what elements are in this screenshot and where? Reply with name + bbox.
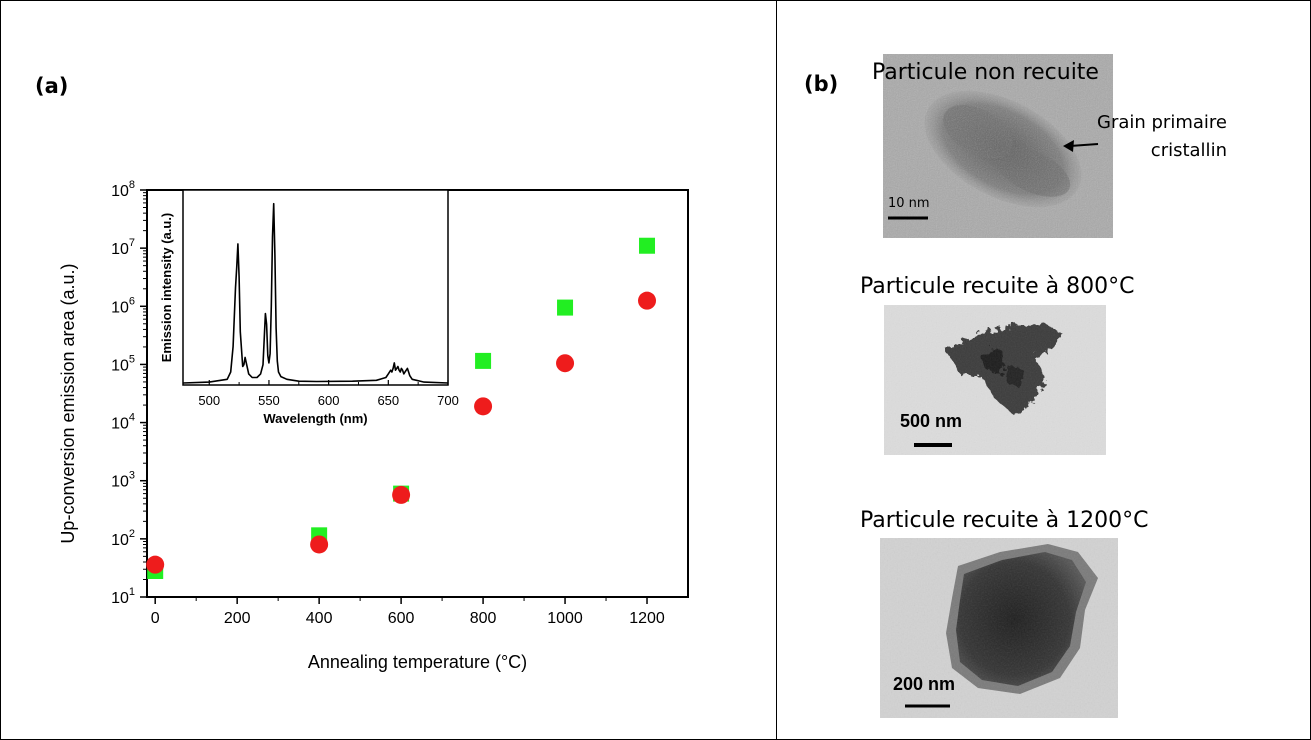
data-point-circle — [474, 397, 493, 416]
inset-x-axis-label: Wavelength (nm) — [263, 411, 367, 426]
scale-label-1: 10 nm — [888, 196, 930, 211]
inset-x-tick-label: 650 — [377, 393, 399, 408]
data-point-circle — [146, 555, 165, 574]
tem-image-800 — [884, 305, 1106, 455]
tem-image-1200-picture — [880, 538, 1118, 718]
data-point-circle — [638, 291, 657, 310]
inset-x-tick-label: 700 — [437, 393, 459, 408]
x-tick-label: 800 — [470, 610, 497, 627]
inset-y-axis-label: Emission intensity (a.u.) — [159, 213, 174, 363]
caption-unannealed: Particule non recuite — [872, 60, 1099, 85]
data-point-circle — [556, 354, 575, 373]
tem-image-1200 — [880, 538, 1118, 718]
caption-1200: Particule recuite à 1200°C — [860, 508, 1149, 533]
x-tick-label: 1200 — [629, 610, 665, 627]
y-tick-label: 107 — [111, 237, 135, 258]
grain-annotation: Grain primaire cristallin — [1097, 112, 1227, 161]
inset-frame — [182, 189, 449, 386]
y-tick-label: 108 — [111, 179, 135, 200]
y-tick-label: 104 — [111, 412, 135, 433]
tem-image-800-picture — [884, 305, 1106, 455]
data-point-circle — [392, 485, 411, 504]
y-axis-label: Up-conversion emission area (a.u.) — [58, 263, 78, 543]
x-tick-label: 0 — [151, 610, 160, 627]
data-point-circle — [310, 535, 329, 554]
x-axis-label: Annealing temperature (°C) — [308, 652, 527, 672]
panel-a-label: (a) — [35, 74, 69, 98]
scale-label-2: 500 nm — [900, 411, 963, 431]
scatter-chart: 0 200 400 600 800 1000 1200 101 102 103 104 105 106 1… — [58, 179, 689, 672]
inset-x-tick-label: 600 — [318, 393, 340, 408]
panel-divider — [776, 0, 777, 740]
inset-x-tick-label: 500 — [198, 393, 220, 408]
y-tick-label: 106 — [111, 295, 135, 316]
x-tick-label: 600 — [388, 610, 415, 627]
caption-800: Particule recuite à 800°C — [860, 274, 1135, 299]
inset-x-tick-label: 550 — [258, 393, 280, 408]
y-tick-label: 105 — [111, 353, 135, 374]
panel-b-label: (b) — [804, 72, 839, 96]
scale-label-3: 200 nm — [893, 674, 956, 694]
y-tick-label: 101 — [111, 586, 135, 607]
data-point-square — [639, 237, 656, 254]
data-point-square — [557, 299, 574, 316]
grain-arrow — [1063, 140, 1099, 152]
y-tick-label: 102 — [111, 528, 135, 549]
data-point-square — [475, 352, 492, 369]
x-tick-label: 400 — [306, 610, 333, 627]
y-tick-label: 103 — [111, 470, 135, 491]
inset-spectrum-line — [182, 202, 449, 384]
x-tick-label: 200 — [224, 610, 251, 627]
x-tick-label: 1000 — [547, 610, 583, 627]
